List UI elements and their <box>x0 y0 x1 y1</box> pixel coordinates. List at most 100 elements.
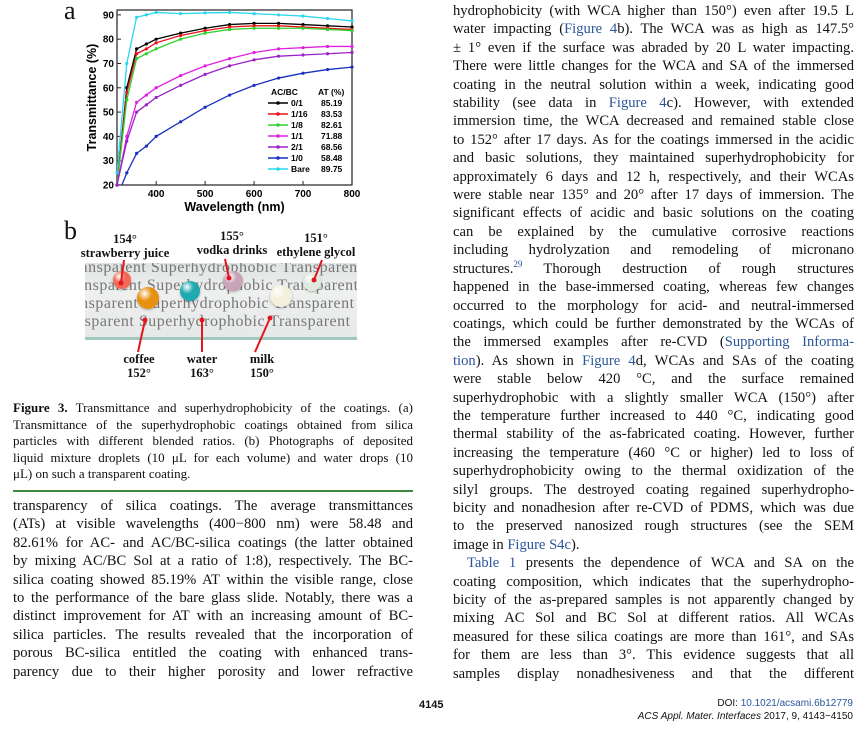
data-point <box>203 72 207 77</box>
data-point <box>228 25 232 29</box>
data-point <box>301 46 305 50</box>
text-line: can be explained by the cumulative corro… <box>453 223 854 240</box>
page-number: 4145 <box>419 699 444 711</box>
liquid-name: water <box>186 352 218 366</box>
legend-label: 2/1 <box>291 142 303 152</box>
legend-value: 89.75 <box>321 164 343 174</box>
text-line: bicity of the as-prepared samples is not… <box>453 592 854 608</box>
data-point <box>325 67 330 72</box>
data-point <box>252 83 256 87</box>
cross-reference-link[interactable]: Table 1 <box>467 555 517 572</box>
droplet-ethylene-glycol <box>303 273 321 291</box>
droplet-photo: Transparent Superhydrophobic Transparent… <box>85 263 357 340</box>
text-line: for them are less than 3°. This evidence… <box>453 647 854 664</box>
y-tick-label: 50 <box>103 108 115 119</box>
cross-reference-link[interactable]: Figure 4 <box>582 352 636 369</box>
legend-marker <box>276 134 280 138</box>
data-point <box>134 57 139 61</box>
data-point <box>252 12 256 16</box>
y-tick-label: 60 <box>103 83 115 94</box>
droplet-coffee <box>137 287 159 309</box>
data-point <box>179 33 183 38</box>
legend-marker <box>276 156 280 160</box>
data-point <box>179 31 183 35</box>
text-line: thermal stability of the as-fabricated c… <box>453 426 854 443</box>
data-point <box>350 65 354 69</box>
data-point <box>276 26 281 30</box>
data-point <box>144 93 148 97</box>
data-point <box>134 110 139 114</box>
text-line: porous BC-silica entitled the coating wi… <box>13 645 413 662</box>
text-line: transparency of silica coatings. The ave… <box>13 498 413 514</box>
data-point <box>325 27 330 32</box>
text-line: significant effects of acidic and basic … <box>453 205 854 222</box>
liquid-name: milk <box>249 352 275 366</box>
data-point <box>134 52 139 56</box>
data-point <box>179 74 183 78</box>
citation-line: ACS Appl. Mater. Interfaces 2017, 9, 414… <box>638 711 853 722</box>
text-line: tion). As shown in Figure 4d, WCAs and S… <box>453 352 854 369</box>
text-line: superhydrophobicity owing to the thermal… <box>453 463 854 480</box>
data-point <box>144 42 148 46</box>
series-line <box>117 27 352 185</box>
data-point <box>252 58 256 62</box>
legend-marker <box>276 167 280 171</box>
data-point <box>276 21 281 25</box>
text-line: and basic solutions, they maintained sup… <box>453 150 854 167</box>
text-line: bicity and nonadhesion after re-CVD of P… <box>453 499 854 516</box>
data-point <box>350 25 354 29</box>
data-point <box>325 24 330 28</box>
data-point <box>203 26 207 30</box>
y-tick-label: 70 <box>103 59 115 70</box>
data-point <box>144 47 148 51</box>
data-point <box>179 12 183 16</box>
text-line: the immersed examples after re-CVD (Supp… <box>453 334 854 351</box>
y-tick-label: 90 <box>103 10 115 21</box>
text-line: particles with different blended ratios.… <box>13 433 413 449</box>
data-point <box>252 50 256 55</box>
droplet-milk <box>270 285 292 307</box>
droplet-vodka-drinks <box>223 271 243 291</box>
cross-reference-link[interactable]: tion <box>453 352 476 369</box>
text-line: approximately 6 days and 12 h, respectiv… <box>453 168 854 185</box>
data-point <box>228 64 232 68</box>
legend-label: 1/8 <box>291 120 303 130</box>
text-line: There were little changes for the WCA an… <box>453 58 854 75</box>
slide-background-text: Transparent Superhydrophobic Transparent <box>85 263 357 276</box>
x-tick-label: 600 <box>246 189 263 200</box>
text-line: parency due to their higher porosity and… <box>13 663 413 680</box>
cross-reference-link[interactable]: Figure S4c <box>507 536 571 553</box>
series-line <box>121 66 352 185</box>
figure-caption: Figure 3. Transmittance and superhydroph… <box>13 400 413 483</box>
data-point <box>276 76 281 80</box>
data-point <box>276 24 281 28</box>
y-tick-label: 80 <box>103 35 115 46</box>
x-tick-label: 400 <box>148 189 165 200</box>
legend-label: 1/0 <box>291 153 303 163</box>
y-axis-label: Transmittance (%) <box>85 44 99 152</box>
citation-superscript[interactable]: 29 <box>513 259 523 269</box>
text-line: happened in the base-immersed coating, w… <box>453 279 854 296</box>
left-text-column: transparency of silica coatings. The ave… <box>13 497 413 681</box>
legend-value: 68.56 <box>321 142 343 152</box>
data-point <box>350 29 354 33</box>
data-point <box>144 144 148 148</box>
doi-link[interactable]: 10.1021/acsami.6b12779 <box>740 698 853 709</box>
legend-value: 82.61 <box>321 120 343 130</box>
plot-frame <box>116 9 353 186</box>
droplet-label: water 163° <box>147 352 257 380</box>
data-point <box>203 11 207 15</box>
data-point <box>154 41 158 45</box>
data-point <box>179 120 183 124</box>
data-point <box>125 171 129 175</box>
text-line: superhydrophobic with a slightly smaller… <box>453 389 854 406</box>
liquid-name: ethylene glycol <box>276 245 356 259</box>
text-line: occurred to the morphology for acid- and… <box>453 297 854 314</box>
x-tick-label: 700 <box>295 189 312 200</box>
data-point <box>350 50 354 55</box>
cross-reference-link[interactable]: Figure 4 <box>608 95 667 112</box>
cross-reference-link[interactable]: Supporting Informa- <box>724 334 854 351</box>
contact-angle: 152° <box>127 366 151 380</box>
data-point <box>179 37 183 41</box>
cross-reference-link[interactable]: Figure 4 <box>564 21 618 38</box>
